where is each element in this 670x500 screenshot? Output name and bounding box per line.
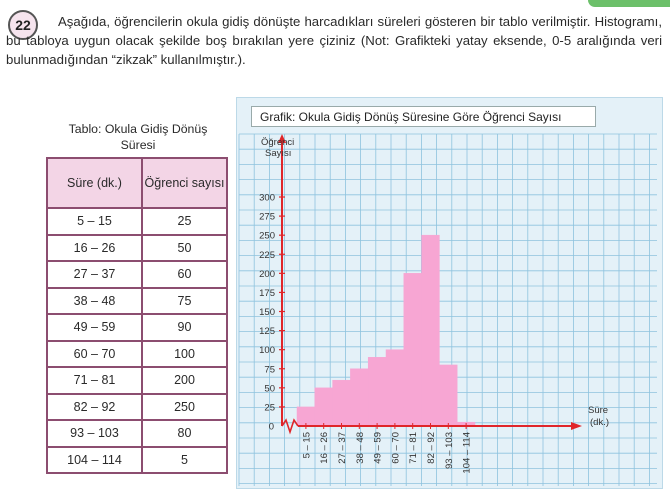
y-tick-label: 175 <box>259 288 275 299</box>
cell-count: 60 <box>141 260 228 289</box>
y-tick-label: 125 <box>259 326 275 337</box>
table-row: 38 – 48 75 <box>46 286 228 315</box>
histogram-panel: 0 25 50 75 100 125 150 175 200 225 250 275 300 5 – 15… <box>236 97 663 489</box>
cell-count: 25 <box>141 207 228 236</box>
x-tick-label: 82 – 92 <box>426 432 437 464</box>
cell-range: 82 – 92 <box>46 392 143 421</box>
y-tick-label: 225 <box>259 250 275 261</box>
cell-count: 100 <box>141 339 228 368</box>
table-row: 5 – 15 25 <box>46 207 228 236</box>
x-tick-label: 49 – 59 <box>373 432 384 464</box>
histogram-bar <box>421 234 440 427</box>
x-tick-label: 5 – 15 <box>301 432 312 458</box>
cell-count: 90 <box>141 313 228 342</box>
cell-range: 60 – 70 <box>46 339 143 368</box>
cell-count: 75 <box>141 286 228 315</box>
y-tick-label: 50 <box>264 383 275 394</box>
cell-range: 104 – 114 <box>46 445 143 474</box>
y-axis-title-line1: Öğrenci <box>261 137 294 148</box>
table-header-row: Süre (dk.) Öğrenci sayısı <box>46 157 228 209</box>
histogram-chart: 0 25 50 75 100 125 150 175 200 225 250 275 300 5 – 15… <box>238 133 657 486</box>
cell-range: 71 – 81 <box>46 366 143 395</box>
y-tick-label: 0 <box>269 422 274 433</box>
x-axis-arrow <box>571 422 582 430</box>
cell-count: 50 <box>141 233 228 262</box>
table-caption: Tablo: Okula Gidiş Dönüş Süresi <box>68 122 208 152</box>
y-tick-label: 250 <box>259 231 275 242</box>
table-row: 104 – 114 5 <box>46 445 228 474</box>
cell-range: 93 – 103 <box>46 419 143 448</box>
y-tick-label: 25 <box>264 402 275 413</box>
cell-range: 38 – 48 <box>46 286 143 315</box>
question-number-badge: 22 <box>8 10 38 40</box>
cell-range: 16 – 26 <box>46 233 143 262</box>
x-axis-zigzag <box>281 418 299 435</box>
corner-tab <box>588 0 670 7</box>
table-row: 71 – 81 200 <box>46 366 228 395</box>
histogram-bar <box>332 379 351 427</box>
table-row: 93 – 103 80 <box>46 419 228 448</box>
x-tick-label: 60 – 70 <box>390 432 401 464</box>
y-tick-label: 300 <box>259 193 275 204</box>
y-tick-label: 200 <box>259 269 275 280</box>
data-table: Süre (dk.) Öğrenci sayısı 5 – 15 25 16 – … <box>46 157 228 474</box>
table-row: 27 – 37 60 <box>46 260 228 289</box>
x-tick-label: 27 – 37 <box>337 432 348 464</box>
x-tick-label: 93 – 103 <box>444 432 455 469</box>
table-row: 60 – 70 100 <box>46 339 228 368</box>
table-row: 49 – 59 90 <box>46 313 228 342</box>
table-row: 16 – 26 50 <box>46 233 228 262</box>
cell-range: 49 – 59 <box>46 313 143 342</box>
x-tick-label: 38 – 48 <box>355 432 366 464</box>
y-axis-arrow <box>278 134 286 143</box>
header-student-count: Öğrenci sayısı <box>141 157 228 209</box>
x-tick-label: 104 – 114 <box>462 432 473 474</box>
x-axis-title-line2: (dk.) <box>590 417 609 428</box>
cell-count: 250 <box>141 392 228 421</box>
chart-title: Grafik: Okula Gidiş Dönüş Süresine Göre … <box>251 106 596 127</box>
cell-count: 80 <box>141 419 228 448</box>
cell-count: 200 <box>141 366 228 395</box>
histogram-bar <box>385 349 405 427</box>
x-tick-label: 16 – 26 <box>319 432 330 464</box>
cell-count: 5 <box>141 445 228 474</box>
histogram-bar <box>367 357 387 427</box>
y-axis-title-line2: Sayısı <box>265 148 291 159</box>
histogram-bar <box>439 364 458 427</box>
cell-range: 5 – 15 <box>46 207 143 236</box>
x-tick-label: 71 – 81 <box>408 432 419 464</box>
histogram-bar <box>314 387 333 427</box>
y-tick-label: 75 <box>264 364 275 375</box>
y-tick-label: 100 <box>259 345 275 356</box>
question-text-body: Aşağıda, öğrencilerin okula gidiş dönüşt… <box>6 14 662 67</box>
histogram-bar <box>403 273 422 427</box>
question-text: Aşağıda, öğrencilerin okula gidiş dönüşt… <box>6 12 662 69</box>
table-row: 82 – 92 250 <box>46 392 228 421</box>
histogram-bar <box>350 368 369 427</box>
header-duration: Süre (dk.) <box>46 157 143 209</box>
cell-range: 27 – 37 <box>46 260 143 289</box>
y-tick-label: 150 <box>259 307 275 318</box>
x-axis-title-line1: Süre <box>588 405 608 416</box>
y-tick-label: 275 <box>259 212 275 223</box>
